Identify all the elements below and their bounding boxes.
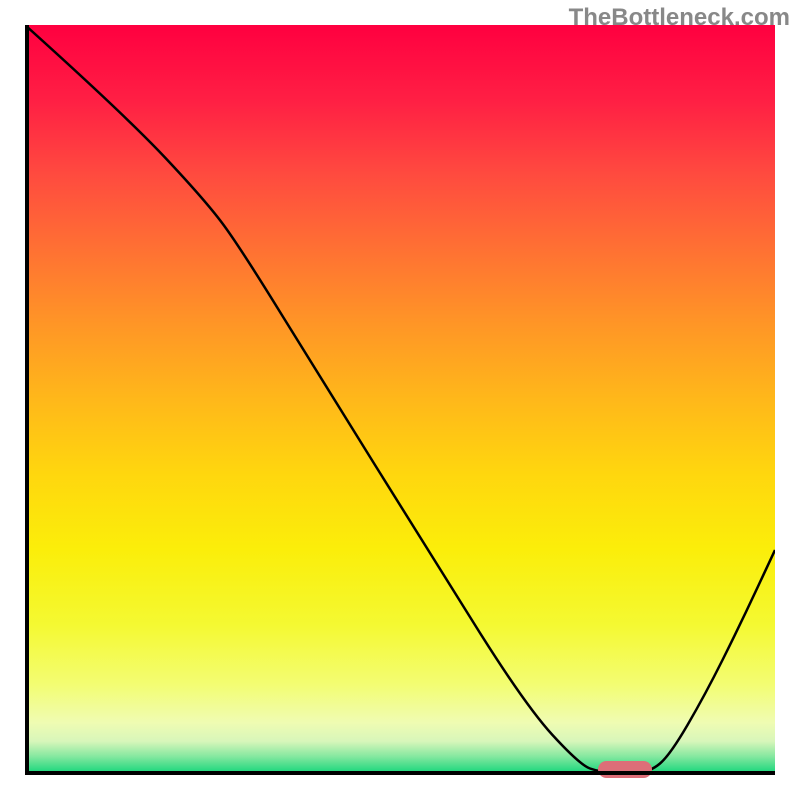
x-axis xyxy=(25,771,775,775)
plot-area xyxy=(25,25,775,775)
y-axis xyxy=(25,25,29,775)
bottleneck-curve xyxy=(25,25,775,775)
watermark-text: TheBottleneck.com xyxy=(569,4,790,32)
chart-container: TheBottleneck.com xyxy=(0,0,800,800)
